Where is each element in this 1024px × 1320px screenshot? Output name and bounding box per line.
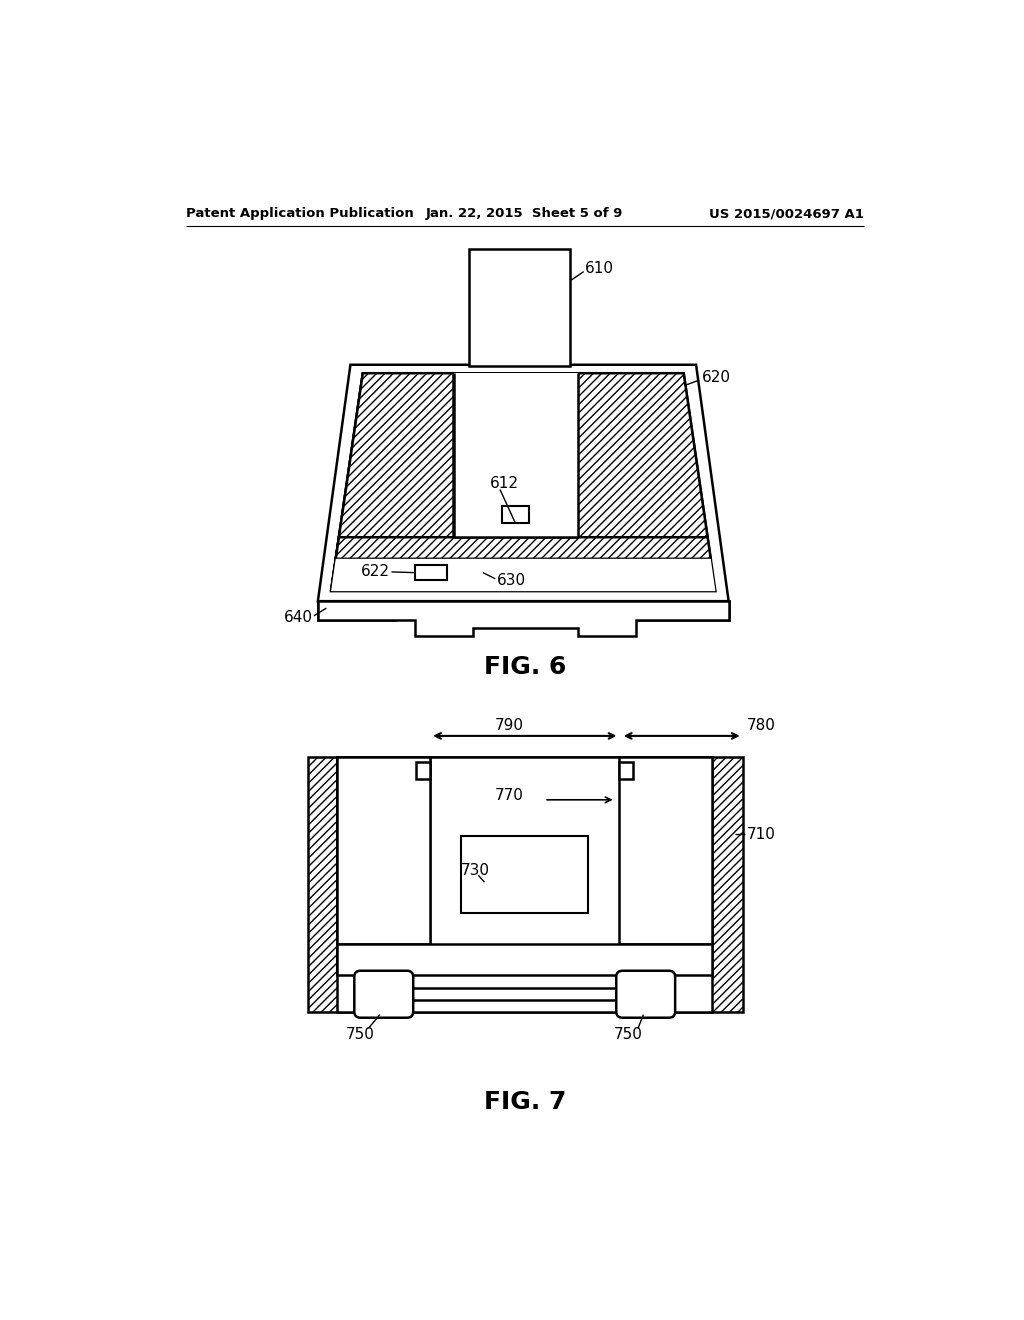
Bar bbox=[454, 374, 578, 537]
Bar bbox=[502, 507, 529, 524]
Text: 612: 612 bbox=[489, 475, 519, 491]
Bar bbox=[620, 758, 713, 944]
Bar bbox=[417, 762, 430, 779]
Text: 710: 710 bbox=[746, 826, 775, 842]
Polygon shape bbox=[317, 364, 729, 601]
Text: 622: 622 bbox=[360, 565, 390, 579]
FancyBboxPatch shape bbox=[616, 970, 675, 1018]
Text: Patent Application Publication: Patent Application Publication bbox=[186, 207, 414, 220]
Polygon shape bbox=[337, 758, 430, 974]
Polygon shape bbox=[578, 374, 708, 537]
Text: Jan. 22, 2015  Sheet 5 of 9: Jan. 22, 2015 Sheet 5 of 9 bbox=[426, 207, 624, 220]
Polygon shape bbox=[331, 374, 716, 591]
Bar bbox=[337, 758, 430, 944]
FancyBboxPatch shape bbox=[354, 970, 414, 1018]
Bar bbox=[337, 758, 713, 1011]
Text: 750: 750 bbox=[613, 1027, 642, 1043]
Polygon shape bbox=[331, 558, 716, 591]
Text: 730: 730 bbox=[461, 863, 490, 878]
Bar bbox=[620, 762, 633, 779]
Text: 750: 750 bbox=[346, 1027, 375, 1043]
Polygon shape bbox=[331, 374, 454, 591]
Polygon shape bbox=[336, 537, 711, 558]
Text: 620: 620 bbox=[701, 371, 730, 385]
Polygon shape bbox=[636, 601, 729, 620]
Text: 630: 630 bbox=[497, 573, 526, 587]
Bar bbox=[415, 565, 447, 581]
Polygon shape bbox=[317, 601, 395, 620]
Bar bbox=[461, 836, 588, 913]
Text: US 2015/0024697 A1: US 2015/0024697 A1 bbox=[710, 207, 864, 220]
Bar bbox=[469, 249, 569, 366]
Text: 790: 790 bbox=[495, 718, 524, 733]
Text: 780: 780 bbox=[746, 718, 775, 733]
Text: 610: 610 bbox=[586, 261, 614, 276]
Text: FIG. 6: FIG. 6 bbox=[483, 655, 566, 678]
Bar bbox=[308, 758, 742, 1011]
Polygon shape bbox=[339, 374, 454, 537]
Polygon shape bbox=[317, 601, 729, 636]
Bar bbox=[430, 780, 620, 944]
Bar bbox=[337, 944, 713, 974]
Bar bbox=[369, 987, 662, 1001]
Text: 640: 640 bbox=[284, 610, 312, 624]
Text: 770: 770 bbox=[495, 788, 523, 804]
Text: FIG. 7: FIG. 7 bbox=[483, 1089, 566, 1114]
